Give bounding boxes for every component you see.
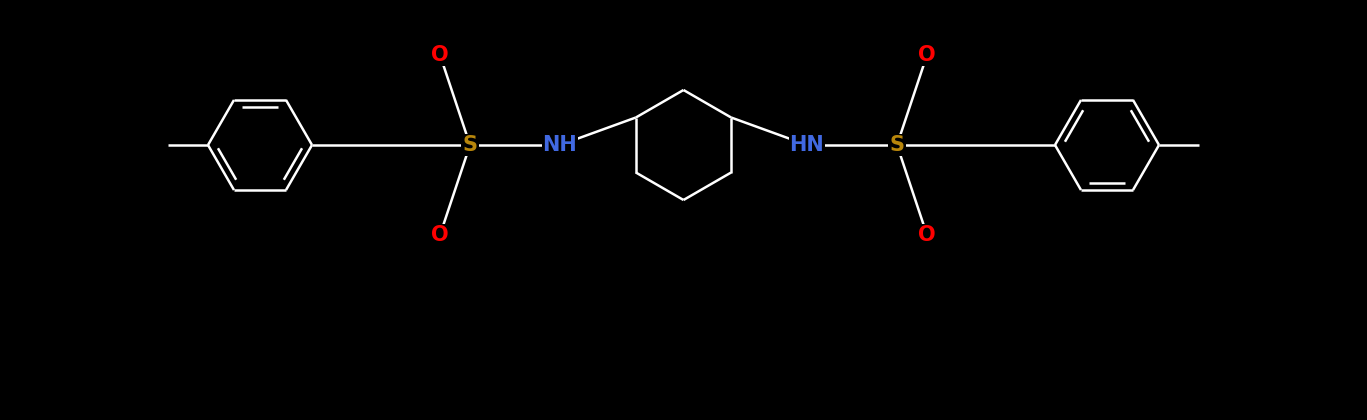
Text: O: O	[431, 225, 448, 245]
Text: O: O	[919, 45, 936, 65]
Text: O: O	[431, 45, 448, 65]
Text: NH: NH	[543, 135, 577, 155]
Text: HN: HN	[790, 135, 824, 155]
Text: O: O	[919, 225, 936, 245]
Text: S: S	[890, 135, 905, 155]
Text: S: S	[462, 135, 477, 155]
